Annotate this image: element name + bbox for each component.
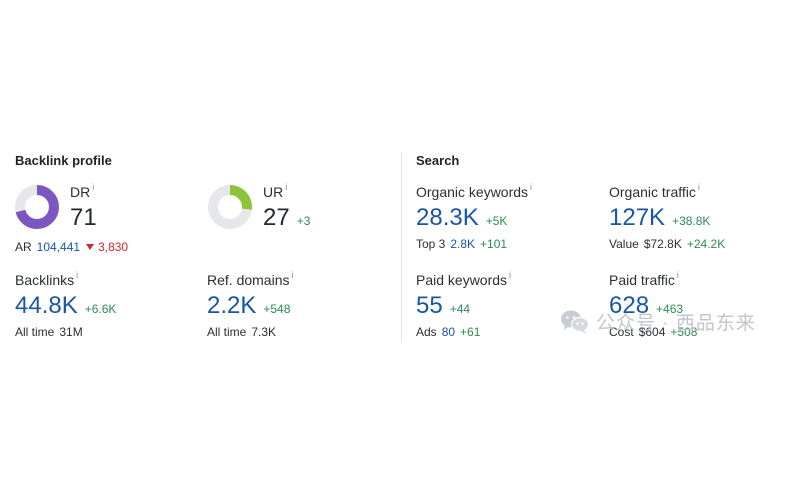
backlinks-delta: +6.6K xyxy=(84,302,117,316)
ur-metric: UR i 27 +3 xyxy=(263,182,311,232)
ur-donut-arc xyxy=(208,185,252,229)
ar-row: AR 104,441 3,830 xyxy=(15,240,128,254)
organic-keywords-sub-label: Top 3 xyxy=(416,237,446,251)
backlinks-metric: Backlinks i 44.8K +6.6K All time 31M xyxy=(15,270,117,339)
wechat-icon xyxy=(561,310,590,333)
organic-keywords-value[interactable]: 28.3K xyxy=(416,204,479,231)
organic-traffic-delta: +38.8K xyxy=(672,214,711,228)
organic-traffic-metric: Organic traffic i 127K +38.8K Value $72.8K +… xyxy=(609,182,726,251)
paid-traffic-delta: +463 xyxy=(656,302,684,316)
paid-keywords-info-icon[interactable]: i xyxy=(509,270,512,280)
paid-traffic-sub-delta: +508 xyxy=(670,325,698,339)
ar-value[interactable]: 104,441 xyxy=(36,240,81,254)
backlinks-sub-label: All time xyxy=(15,325,55,339)
paid-traffic-sub-label: Cost xyxy=(609,325,634,339)
dr-label: DR xyxy=(70,184,91,200)
organic-keywords-label: Organic keywords xyxy=(416,184,529,200)
backlink-profile-title: Backlink profile xyxy=(15,153,112,168)
ur-value: 27 xyxy=(263,204,290,231)
down-triangle-icon xyxy=(86,244,95,250)
ur-delta: +3 xyxy=(296,214,311,228)
ref-domains-label: Ref. domains xyxy=(207,272,290,288)
backlinks-label: Backlinks xyxy=(15,272,75,288)
paid-keywords-sub-delta: +61 xyxy=(460,325,481,339)
ref-domains-info-icon[interactable]: i xyxy=(291,270,294,280)
paid-traffic-metric: Paid traffic i 628 +463 Cost $604 +508 xyxy=(609,270,698,339)
ref-domains-delta: +548 xyxy=(263,302,291,316)
organic-traffic-label: Organic traffic xyxy=(609,184,696,200)
paid-traffic-value[interactable]: 628 xyxy=(609,292,650,319)
organic-traffic-value[interactable]: 127K xyxy=(609,204,666,231)
ref-domains-metric: Ref. domains i 2.2K +548 All time 7.3K xyxy=(207,270,294,339)
ar-delta: 3,830 xyxy=(98,240,129,254)
ar-label: AR xyxy=(15,240,32,254)
section-divider xyxy=(401,152,402,342)
dr-metric: DR i 71 xyxy=(70,182,97,232)
organic-keywords-sub-value[interactable]: 2.8K xyxy=(450,237,476,251)
ref-domains-sub-label: All time xyxy=(207,325,247,339)
organic-traffic-sub-value: $72.8K xyxy=(643,237,682,251)
dr-donut-chart xyxy=(15,185,59,229)
ref-domains-value[interactable]: 2.2K xyxy=(207,292,257,319)
watermark: 公众号 · 西品东来 xyxy=(560,308,756,335)
ur-label: UR xyxy=(263,184,284,200)
paid-traffic-label: Paid traffic xyxy=(609,272,675,288)
organic-keywords-delta: +5K xyxy=(485,214,508,228)
ur-info-icon[interactable]: i xyxy=(285,182,288,192)
organic-traffic-sub-delta: +24.2K xyxy=(686,237,726,251)
paid-keywords-sub-label: Ads xyxy=(416,325,437,339)
watermark-text: 公众号 · 西品东来 xyxy=(596,313,756,334)
organic-traffic-sub-label: Value xyxy=(609,237,639,251)
backlinks-info-icon[interactable]: i xyxy=(76,270,79,280)
backlinks-value[interactable]: 44.8K xyxy=(15,292,78,319)
paid-keywords-delta: +44 xyxy=(449,302,471,316)
dr-donut-arc xyxy=(15,185,59,229)
paid-keywords-value[interactable]: 55 xyxy=(416,292,443,319)
paid-traffic-sub-value: $604 xyxy=(638,325,666,339)
organic-traffic-info-icon[interactable]: i xyxy=(697,182,700,192)
search-title: Search xyxy=(416,153,460,168)
paid-traffic-info-icon[interactable]: i xyxy=(676,270,679,280)
paid-keywords-sub-value[interactable]: 80 xyxy=(441,325,456,339)
ref-domains-sub-value: 7.3K xyxy=(251,325,277,339)
dr-info-icon[interactable]: i xyxy=(92,182,95,192)
paid-keywords-label: Paid keywords xyxy=(416,272,508,288)
paid-keywords-metric: Paid keywords i 55 +44 Ads 80 +61 xyxy=(416,270,512,339)
dr-value: 71 xyxy=(70,204,97,231)
ur-donut-chart xyxy=(208,185,252,229)
backlinks-sub-value: 31M xyxy=(59,325,83,339)
organic-keywords-metric: Organic keywords i 28.3K +5K Top 3 2.8K +101 xyxy=(416,182,533,251)
organic-keywords-sub-delta: +101 xyxy=(480,237,508,251)
organic-keywords-info-icon[interactable]: i xyxy=(530,182,533,192)
